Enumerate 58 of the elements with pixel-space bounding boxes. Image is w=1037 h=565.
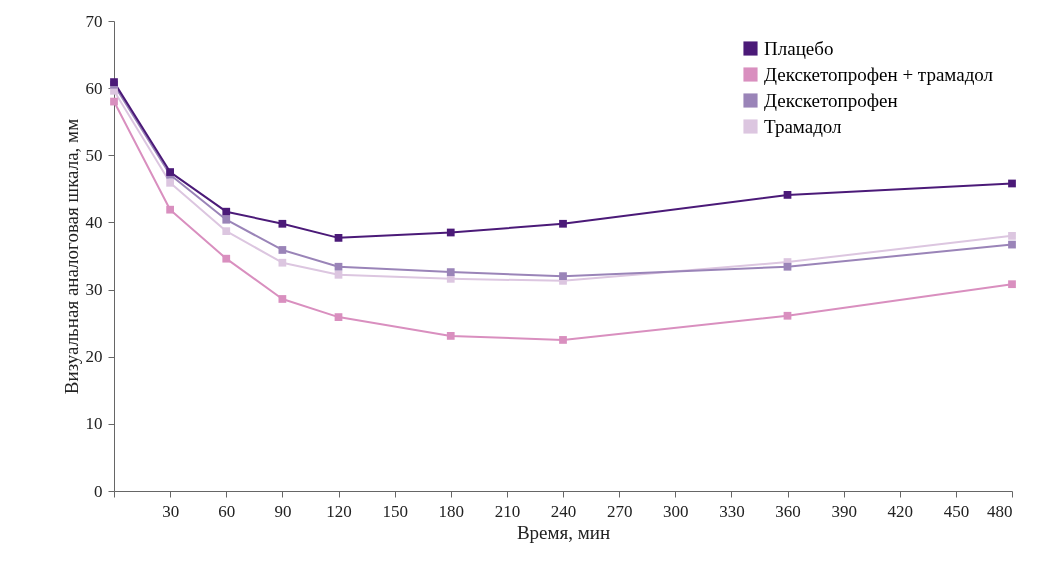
x-tick-label: 450: [943, 501, 970, 521]
point: [334, 234, 343, 242]
point: [334, 313, 343, 321]
point: [559, 219, 567, 228]
legend-label: Трамадол: [764, 115, 843, 137]
x-tick-label: 270: [606, 501, 633, 521]
x-tick-label: 60: [218, 501, 236, 521]
y-tick-label: 70: [85, 11, 103, 31]
legend-label: Декскетопрофен + трамадол: [764, 63, 994, 85]
point: [559, 336, 567, 344]
x-tick-label: 480: [987, 501, 1013, 521]
x-axis-title: Время, мин: [516, 521, 611, 543]
x-tick-label: 420: [887, 501, 913, 521]
point: [783, 311, 792, 320]
point: [278, 258, 287, 267]
point: [166, 205, 174, 214]
y-axis-title: Визуальная аналоговая шкала, мм: [60, 118, 82, 395]
point: [222, 207, 231, 216]
point: [278, 295, 287, 303]
point: [446, 268, 455, 276]
point: [110, 97, 118, 106]
x-tick-label: 180: [438, 501, 464, 521]
point: [166, 178, 174, 187]
x-tick-label: 210: [494, 501, 521, 521]
point: [783, 262, 792, 271]
point: [1008, 179, 1016, 188]
x-tick-label: 360: [775, 501, 801, 521]
y-tick-label: 60: [85, 78, 103, 98]
y-tick-label: 30: [85, 280, 103, 300]
point: [559, 272, 567, 281]
y-tick-label: 20: [85, 347, 103, 367]
point: [1008, 280, 1016, 289]
x-tick-label: 30: [162, 501, 180, 521]
point: [783, 191, 792, 199]
point: [222, 215, 231, 224]
x-tick-label: 120: [326, 501, 352, 521]
y-tick-label: 0: [94, 481, 103, 501]
point: [334, 262, 343, 271]
point: [222, 254, 231, 263]
point: [446, 228, 455, 237]
point: [278, 246, 287, 254]
point: [1008, 231, 1016, 240]
point: [1008, 240, 1016, 249]
point: [222, 227, 231, 236]
y-tick-label: 50: [85, 145, 103, 165]
x-tick-label: 300: [663, 501, 689, 521]
legend-label: Декскетопрофен: [764, 89, 898, 111]
x-tick-label: 90: [274, 501, 292, 521]
point: [446, 332, 455, 340]
x-tick-label: 150: [382, 501, 408, 521]
x-tick-label: 390: [831, 501, 857, 521]
legend-label: Плацебо: [764, 37, 834, 59]
y-tick-label: 40: [85, 212, 103, 232]
point: [334, 270, 343, 279]
x-tick-label: 330: [719, 501, 745, 521]
point: [278, 219, 287, 228]
x-tick-label: 240: [550, 501, 577, 521]
y-tick-label: 10: [85, 414, 103, 434]
